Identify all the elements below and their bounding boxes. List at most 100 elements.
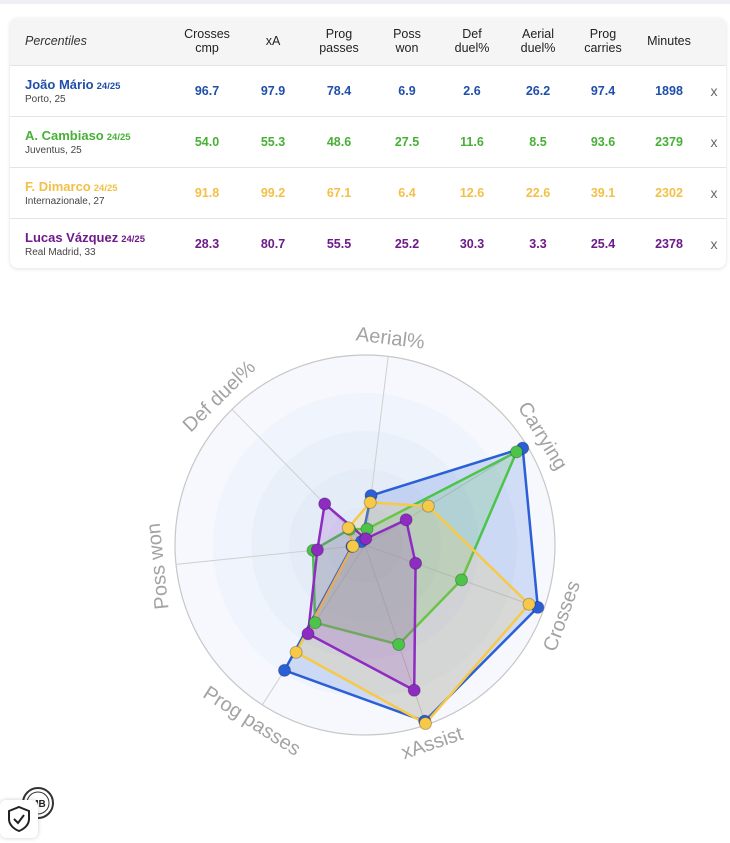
privacy-shield-button[interactable] <box>0 800 38 838</box>
player-club: Internazionale, 27 <box>25 195 105 207</box>
stat-cell: 67.1 <box>326 185 352 200</box>
stat-cell: 27.5 <box>394 134 420 149</box>
stat-cell: 30.3 <box>459 236 485 251</box>
stat-cell: 28.3 <box>194 236 220 251</box>
player-club: Porto, 25 <box>25 93 66 105</box>
table-header-row: Percentiles Crosses cmp xA Prog passes Pos… <box>10 18 726 65</box>
player-name[interactable]: F. Dimarco <box>25 178 91 194</box>
player-season: 24/25 <box>93 182 118 194</box>
radar-series-area <box>311 450 518 646</box>
stat-cell: 2302 <box>655 185 683 200</box>
column-header[interactable]: Minutes <box>647 34 691 49</box>
stat-cell: 96.7 <box>194 83 220 98</box>
radar-axis-line <box>364 544 544 611</box>
radar-axis-line <box>364 356 389 546</box>
shield-check-icon <box>8 805 30 833</box>
player-cell[interactable]: João Mário 24/25 Porto, 25 <box>10 65 170 116</box>
stat-cell: 1898 <box>655 83 683 98</box>
stat-cell: 12.6 <box>459 185 485 200</box>
column-header[interactable]: Crosses cmp <box>184 27 230 56</box>
stat-cell: 99.2 <box>260 185 286 200</box>
top-bar <box>0 0 730 4</box>
stat-cell: 3.3 <box>529 236 547 251</box>
stat-cell: 97.4 <box>590 83 616 98</box>
stat-cell: 91.8 <box>194 185 220 200</box>
radar-data-point[interactable] <box>454 573 468 587</box>
player-club: Real Madrid, 33 <box>25 246 96 258</box>
radar-data-point[interactable] <box>392 638 406 652</box>
radar-data-point[interactable] <box>409 556 423 570</box>
radar-data-point[interactable] <box>510 445 524 459</box>
table-row: A. Cambiaso 24/25 Juventus, 25 54.0 55.3 48.6… <box>10 116 726 167</box>
player-name[interactable]: João Mário <box>25 76 94 92</box>
stat-cell: 48.6 <box>326 134 352 149</box>
player-cell[interactable]: Lucas Vázquez 24/25 Real Madrid, 33 <box>10 218 170 268</box>
radar-data-point[interactable] <box>289 645 303 659</box>
remove-player-button[interactable]: x <box>710 82 718 99</box>
stat-cell: 55.5 <box>326 236 352 251</box>
column-header[interactable]: Def duel% <box>454 27 490 56</box>
radar-axis-line <box>364 445 528 546</box>
player-name[interactable]: Lucas Vázquez <box>25 229 119 245</box>
radar-axis-line <box>175 544 366 565</box>
player-name[interactable]: A. Cambiaso <box>25 127 104 143</box>
radar-data-point[interactable] <box>363 495 377 509</box>
player-season: 24/25 <box>121 233 145 245</box>
column-header[interactable]: xA <box>265 34 281 49</box>
column-header[interactable]: Prog carries <box>584 27 622 56</box>
player-cell[interactable]: F. Dimarco 24/25 Internazionale, 27 <box>10 167 170 218</box>
table-row: F. Dimarco 24/25 Internazionale, 27 91.8 99.… <box>10 167 726 218</box>
stat-cell: 8.5 <box>529 134 547 149</box>
radar-data-point[interactable] <box>522 597 536 611</box>
radar-axis-line <box>231 408 366 546</box>
radar-series-area <box>306 502 417 692</box>
stat-cell: 97.9 <box>260 83 286 98</box>
player-cell[interactable]: A. Cambiaso 24/25 Juventus, 25 <box>10 116 170 167</box>
stat-cell: 93.6 <box>590 134 616 149</box>
radar-data-point[interactable] <box>399 513 413 527</box>
stat-cell: 2378 <box>655 236 683 251</box>
radar-axis-label: Poss won <box>143 522 174 611</box>
svg-text:MB: MB <box>30 799 46 810</box>
stat-cell: 39.1 <box>590 185 616 200</box>
stat-cell: 2.6 <box>463 83 481 98</box>
radar-data-point[interactable] <box>407 683 421 697</box>
stat-cell: 25.2 <box>394 236 420 251</box>
stat-cell: 54.0 <box>194 134 220 149</box>
stat-cell: 25.4 <box>590 236 616 251</box>
percentile-table: Percentiles Crosses cmp xA Prog passes Pos… <box>10 18 726 268</box>
radar-data-point[interactable] <box>341 521 355 535</box>
radar-data-point[interactable] <box>277 663 291 677</box>
player-club: Juventus, 25 <box>25 144 82 156</box>
radar-data-point[interactable] <box>301 627 315 641</box>
radar-data-point[interactable] <box>308 616 322 630</box>
radar-data-point[interactable] <box>418 717 432 731</box>
radar-data-point[interactable] <box>318 497 332 511</box>
column-header[interactable]: Aerial duel% <box>520 27 556 56</box>
stat-cell: 80.7 <box>260 236 286 251</box>
remove-player-button[interactable]: x <box>710 133 718 150</box>
remove-player-button[interactable]: x <box>710 235 718 252</box>
header-spacer <box>702 18 726 65</box>
stat-cell: 2379 <box>655 134 683 149</box>
comparison-table-card: Percentiles Crosses cmp xA Prog passes Pos… <box>10 18 726 268</box>
stat-cell: 6.9 <box>398 83 416 98</box>
stat-cell: 6.4 <box>398 185 416 200</box>
stat-cell: 11.6 <box>460 134 484 149</box>
stat-cell: 22.6 <box>525 185 551 200</box>
radar-outer-ring <box>174 354 556 736</box>
radar-data-point[interactable] <box>346 539 360 553</box>
player-season: 24/25 <box>96 80 121 92</box>
table-row: João Mário 24/25 Porto, 25 96.7 97.9 78.4 6.9 2… <box>10 65 726 116</box>
header-percentiles: Percentiles <box>25 34 87 49</box>
column-header[interactable]: Prog passes <box>319 27 359 56</box>
remove-player-button[interactable]: x <box>710 184 718 201</box>
column-header[interactable]: Poss won <box>393 27 421 56</box>
stat-cell: 26.2 <box>525 83 551 98</box>
radar-data-point[interactable] <box>359 532 373 546</box>
radar-axis-label: Aerial% <box>355 323 426 353</box>
stat-cell: 78.4 <box>326 83 352 98</box>
radar-data-point[interactable] <box>310 543 324 557</box>
radar-data-point[interactable] <box>421 499 435 513</box>
